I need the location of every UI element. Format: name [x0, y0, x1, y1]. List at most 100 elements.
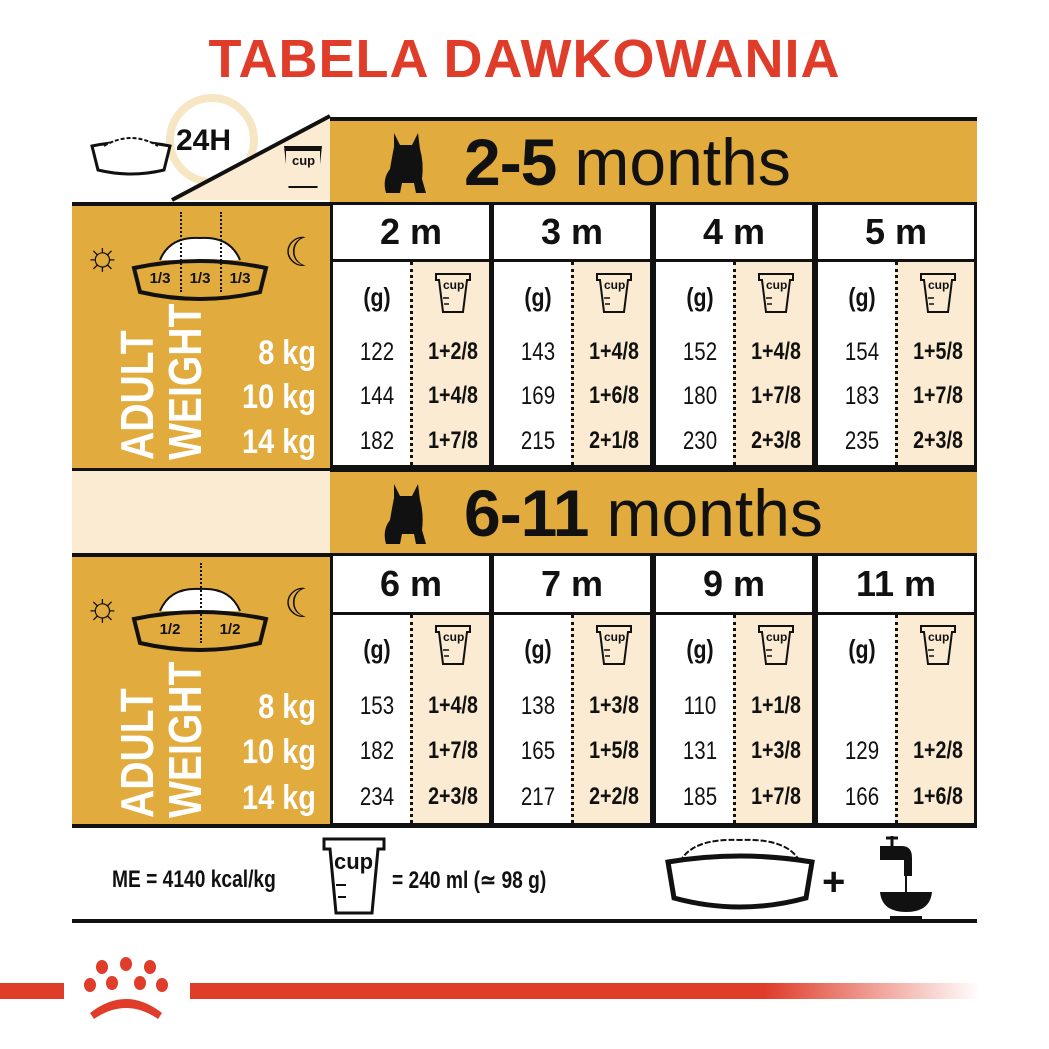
grams-value: 234	[359, 783, 395, 811]
cup-value: 1+7/8	[913, 382, 963, 409]
spacer-panel	[72, 468, 330, 553]
grams-value: 129	[844, 737, 880, 765]
cup-icon: cup	[322, 835, 386, 915]
weight-label: WEIGHT	[159, 303, 211, 460]
grams-value: 138	[520, 692, 556, 720]
footer-bottom-border	[72, 919, 977, 923]
weight-2: 14 kg	[242, 423, 316, 461]
grams-header: (g)	[686, 634, 714, 664]
grams-value: 165	[520, 737, 556, 765]
grams-value: 182	[359, 737, 395, 765]
age-unit: months	[606, 475, 823, 550]
moon-icon: ☾	[284, 582, 320, 626]
month-column: (g) cup 138 1+3/8 165 1+5/8 217 2+2/8	[491, 615, 653, 826]
month-column: (g) cup 143 1+4/8 169 1+6/8 215 2+1/8	[491, 262, 653, 468]
cup-value: 2+2/8	[589, 783, 639, 810]
cup-equivalence: = 240 ml (≃ 98 g)	[392, 867, 547, 894]
grams-header: (g)	[363, 634, 391, 664]
cup-label: cup	[928, 630, 950, 644]
adult-label: ADULT	[111, 688, 163, 818]
grams-header: (g)	[848, 282, 876, 312]
cup-value: 2+3/8	[428, 783, 478, 810]
month-header: 3 m	[491, 202, 653, 262]
age-band-2-5: 2-5 months	[330, 117, 977, 202]
cup-value: 1+6/8	[589, 382, 639, 409]
bowl-icon: 1/3 1/3 1/3	[130, 212, 270, 306]
month-header: 4 m	[653, 202, 815, 262]
month-header: 5 m	[815, 202, 977, 262]
water-tap-icon	[880, 836, 932, 919]
cup-value: 2+1/8	[589, 427, 639, 454]
month-column: (g) cup 110 1+1/8 131 1+3/8 185 1+7/8	[653, 615, 815, 826]
cup-value: 1+7/8	[751, 382, 801, 409]
cup-icon: cup	[596, 624, 632, 666]
plus-icon: +	[822, 860, 846, 904]
month-header: 11 m	[815, 553, 977, 615]
dog-silhouette-icon	[380, 129, 434, 195]
footer-top-border	[72, 824, 977, 828]
portion-label: 1/2	[159, 621, 181, 638]
grams-value: 152	[682, 338, 718, 366]
grams-value: 110	[683, 692, 717, 720]
cup-value: 1+3/8	[751, 737, 801, 764]
cup-value: 1+4/8	[428, 692, 478, 719]
grams-value: 131	[682, 737, 718, 765]
cup-value: 1+2/8	[428, 338, 478, 365]
brand-bar	[0, 983, 980, 999]
month-column: (g) cup 153 1+4/8 182 1+7/8 234 2+3/8	[330, 615, 492, 826]
grams-value: 169	[520, 382, 556, 410]
sun-icon: ☼	[84, 234, 121, 278]
cup-label: cup	[766, 630, 788, 644]
cup-value: 1+7/8	[428, 737, 478, 764]
cup-icon: cup	[920, 624, 956, 666]
month-column: (g) cup 129 1+2/8 166 1+6/8	[815, 615, 977, 826]
top-left-header: 24H cup	[72, 90, 332, 202]
duration-label: 24H	[176, 124, 232, 157]
left-panel: ☼ ☾ 1/2 1/2 ADULT WEIGHT 8 kg 10 kg 14 kg	[72, 553, 330, 826]
cup-value: 2+3/8	[913, 427, 963, 454]
cup-value: 1+7/8	[428, 427, 478, 454]
weight-0: 8 kg	[258, 688, 316, 726]
cup-value: 1+4/8	[589, 338, 639, 365]
grams-value: 144	[359, 382, 395, 410]
grams-value: 217	[520, 783, 556, 811]
cup-icon: cup	[435, 272, 471, 314]
portion-divider	[180, 212, 182, 292]
month-header: 2 m	[330, 202, 492, 262]
weight-label: WEIGHT	[159, 661, 211, 818]
sun-icon: ☼	[84, 585, 121, 629]
cup-icon: cup	[758, 624, 794, 666]
cup-value: 1+2/8	[913, 737, 963, 764]
cup-icon: cup	[435, 624, 471, 666]
bowl-icon: 1/2 1/2	[130, 563, 270, 657]
grams-header: (g)	[524, 282, 552, 312]
adult-label: ADULT	[111, 330, 163, 460]
grams-header: (g)	[686, 282, 714, 312]
cup-label: cup	[443, 630, 465, 644]
cup-value: 1+6/8	[913, 783, 963, 810]
cup-label: cup	[766, 278, 788, 292]
weight-1: 10 kg	[242, 378, 316, 416]
cup-value: 1+3/8	[589, 692, 639, 719]
cup-icon: cup	[596, 272, 632, 314]
grams-value: 183	[844, 382, 880, 410]
month-column: (g) cup 152 1+4/8 180 1+7/8 230 2+3/8	[653, 262, 815, 468]
grams-value: 235	[844, 427, 880, 455]
month-header: 7 m	[491, 553, 653, 615]
cup-icon: cup	[920, 272, 956, 314]
cup-label: cup	[604, 278, 626, 292]
grams-header: (g)	[848, 634, 876, 664]
cup-value: 1+1/8	[751, 692, 801, 719]
cup-value: 2+3/8	[751, 427, 801, 454]
cup-icon: cup	[758, 272, 794, 314]
cup-value: 1+4/8	[751, 338, 801, 365]
weight-0: 8 kg	[258, 334, 316, 372]
moon-icon: ☾	[284, 231, 320, 275]
cup-label: cup	[292, 153, 316, 168]
grams-value: 230	[682, 427, 718, 455]
age-unit: months	[574, 124, 791, 199]
grams-value: 215	[520, 427, 556, 455]
age-band-6-11: 6-11 months	[330, 468, 977, 553]
royal-canin-crown-logo	[64, 955, 190, 1025]
cup-value: 1+5/8	[913, 338, 963, 365]
